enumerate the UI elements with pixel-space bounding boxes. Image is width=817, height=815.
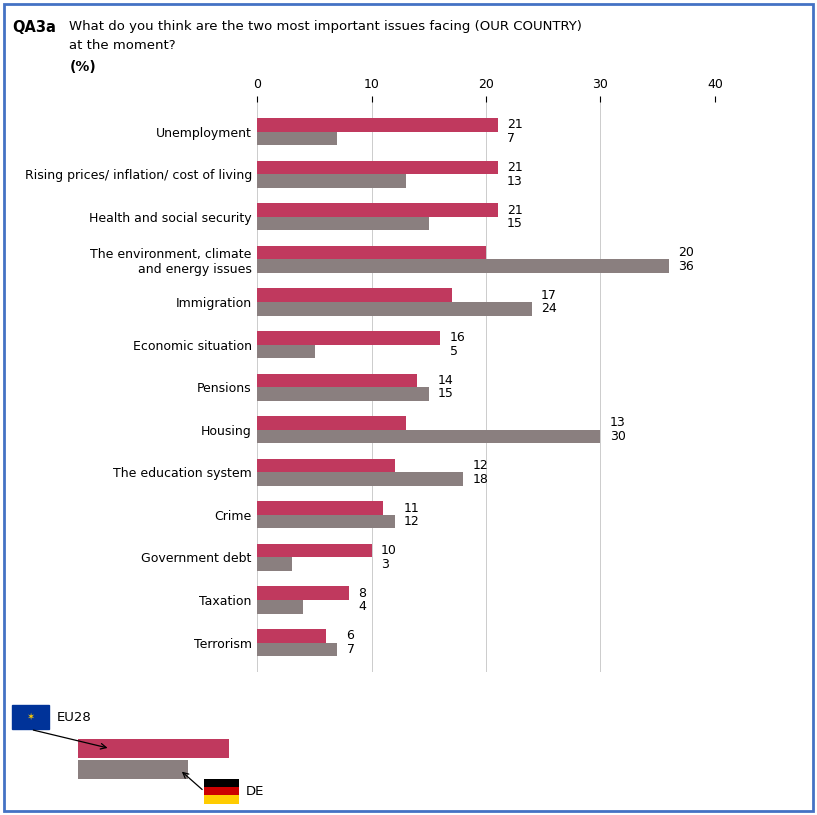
Bar bbox=[257, 259, 669, 273]
Text: (%): (%) bbox=[69, 60, 96, 74]
Text: 8: 8 bbox=[358, 587, 366, 600]
Text: at the moment?: at the moment? bbox=[69, 39, 176, 52]
Text: 11: 11 bbox=[404, 501, 419, 514]
Text: 10: 10 bbox=[381, 544, 397, 557]
Text: 20: 20 bbox=[678, 246, 694, 259]
Text: EU28: EU28 bbox=[57, 711, 92, 724]
Text: What do you think are the two most important issues facing (OUR COUNTRY): What do you think are the two most impor… bbox=[69, 20, 583, 33]
Text: 7: 7 bbox=[346, 643, 355, 656]
Text: 6: 6 bbox=[346, 629, 355, 642]
Text: 21: 21 bbox=[507, 204, 522, 217]
Bar bbox=[257, 459, 395, 472]
Text: 21: 21 bbox=[507, 118, 522, 131]
Bar bbox=[257, 373, 417, 387]
Text: 30: 30 bbox=[609, 430, 626, 443]
Bar bbox=[257, 416, 406, 430]
Text: DE: DE bbox=[246, 785, 264, 798]
Bar bbox=[257, 586, 349, 600]
Text: 21: 21 bbox=[507, 161, 522, 174]
Bar bbox=[257, 118, 498, 132]
Text: 15: 15 bbox=[507, 217, 523, 230]
Bar bbox=[257, 132, 337, 145]
Text: 17: 17 bbox=[541, 289, 557, 302]
Bar bbox=[257, 345, 315, 358]
Bar bbox=[257, 472, 463, 486]
Text: 14: 14 bbox=[438, 374, 453, 387]
Bar bbox=[257, 430, 600, 443]
Text: 15: 15 bbox=[438, 387, 454, 400]
Text: 5: 5 bbox=[449, 345, 458, 358]
Text: 24: 24 bbox=[541, 302, 556, 315]
Bar bbox=[257, 642, 337, 656]
Text: QA3a: QA3a bbox=[12, 20, 56, 35]
Text: 12: 12 bbox=[472, 459, 488, 472]
Text: 16: 16 bbox=[449, 331, 465, 344]
Bar bbox=[257, 246, 486, 259]
Bar bbox=[257, 217, 429, 231]
Bar bbox=[257, 600, 303, 614]
Text: 4: 4 bbox=[358, 601, 366, 614]
Bar bbox=[257, 289, 452, 302]
Bar bbox=[257, 174, 406, 188]
Bar bbox=[257, 161, 498, 174]
Text: 13: 13 bbox=[507, 174, 522, 187]
Bar bbox=[257, 501, 383, 515]
Text: 3: 3 bbox=[381, 557, 389, 570]
Text: 12: 12 bbox=[404, 515, 419, 528]
Text: 36: 36 bbox=[678, 260, 694, 273]
Text: 18: 18 bbox=[472, 473, 489, 486]
Bar bbox=[257, 387, 429, 401]
Bar bbox=[257, 203, 498, 217]
Bar bbox=[257, 544, 372, 557]
Bar bbox=[257, 302, 532, 315]
Bar bbox=[257, 557, 292, 571]
Text: 13: 13 bbox=[609, 416, 625, 430]
Text: ✶: ✶ bbox=[27, 712, 34, 722]
Bar bbox=[257, 629, 326, 642]
Bar bbox=[257, 515, 395, 528]
Bar bbox=[257, 331, 440, 345]
Text: 7: 7 bbox=[507, 132, 515, 145]
